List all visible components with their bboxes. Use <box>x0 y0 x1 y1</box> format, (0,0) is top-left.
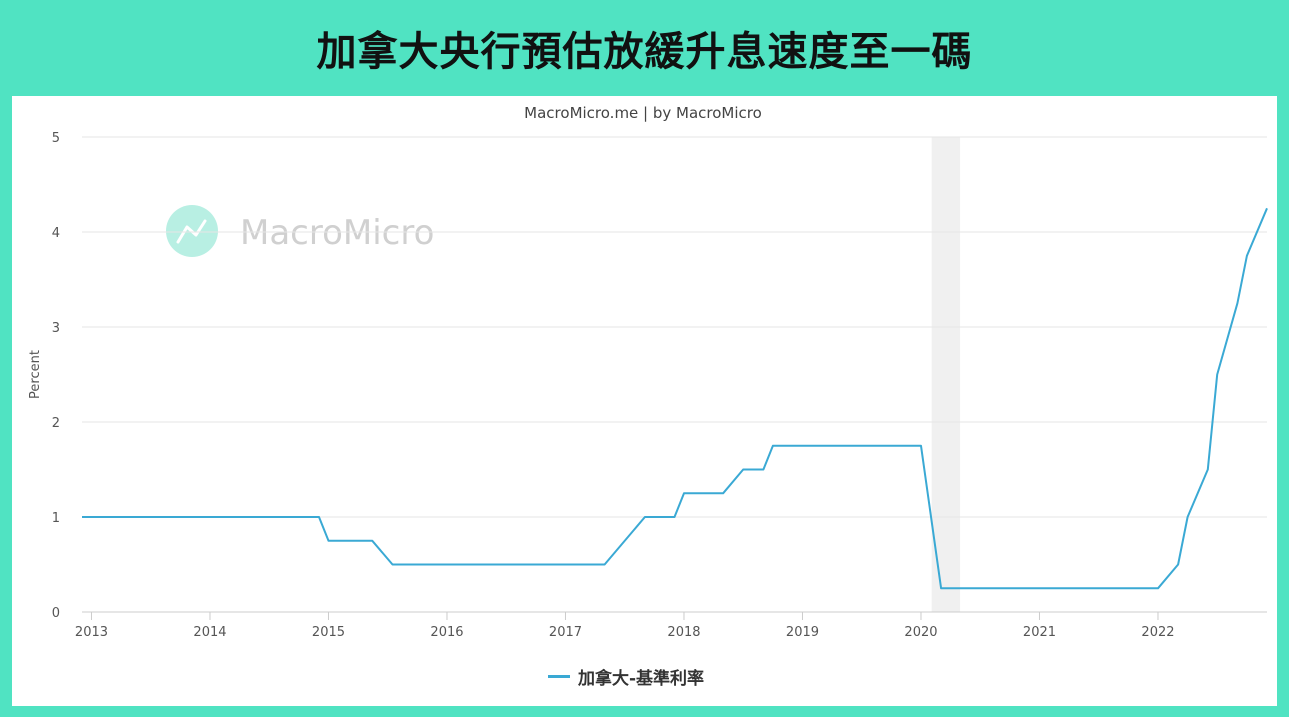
legend-label: 加拿大-基準利率 <box>578 668 705 689</box>
line-chart: MacroMicro 0 1 2 3 4 5 2013 2014 2015 2016 2017 2018… <box>28 104 1268 640</box>
x-tick-label: 2015 <box>312 625 345 640</box>
y-tick-label: 3 <box>52 321 60 336</box>
watermark-chart-icon <box>176 219 207 244</box>
y-tick-label: 0 <box>52 606 60 621</box>
legend-swatch <box>548 674 570 678</box>
legend-item[interactable]: 加拿大-基準利率 <box>548 662 704 690</box>
x-tick-label: 2021 <box>1023 625 1056 640</box>
x-tick-label: 2013 <box>75 625 108 640</box>
x-tick-label: 2017 <box>549 625 582 640</box>
chart-panel: MacroMicro 0 1 2 3 4 5 2013 2014 2015 2016 2017 2018… <box>12 96 1277 706</box>
y-tick-label: 1 <box>52 511 60 526</box>
x-tick-label: 2014 <box>193 625 226 640</box>
x-tick-label: 2018 <box>667 625 700 640</box>
watermark-text: MacroMicro <box>240 213 434 253</box>
series-line-0 <box>82 207 1268 590</box>
y-tick-label: 2 <box>52 416 60 431</box>
chart-subtitle: MacroMicro.me | by MacroMicro <box>524 104 762 122</box>
y-tick-label: 4 <box>52 226 60 241</box>
recession-band <box>931 137 961 612</box>
y-axis-title: Percent <box>28 350 43 399</box>
x-tick-label: 2019 <box>786 625 819 640</box>
x-tick-label: 2020 <box>904 625 937 640</box>
x-tick-label: 2022 <box>1141 625 1174 640</box>
y-tick-label: 5 <box>52 131 60 146</box>
x-tick-label: 2016 <box>430 625 463 640</box>
headline: 加拿大央行預估放緩升息速度至一碼 <box>316 29 973 75</box>
